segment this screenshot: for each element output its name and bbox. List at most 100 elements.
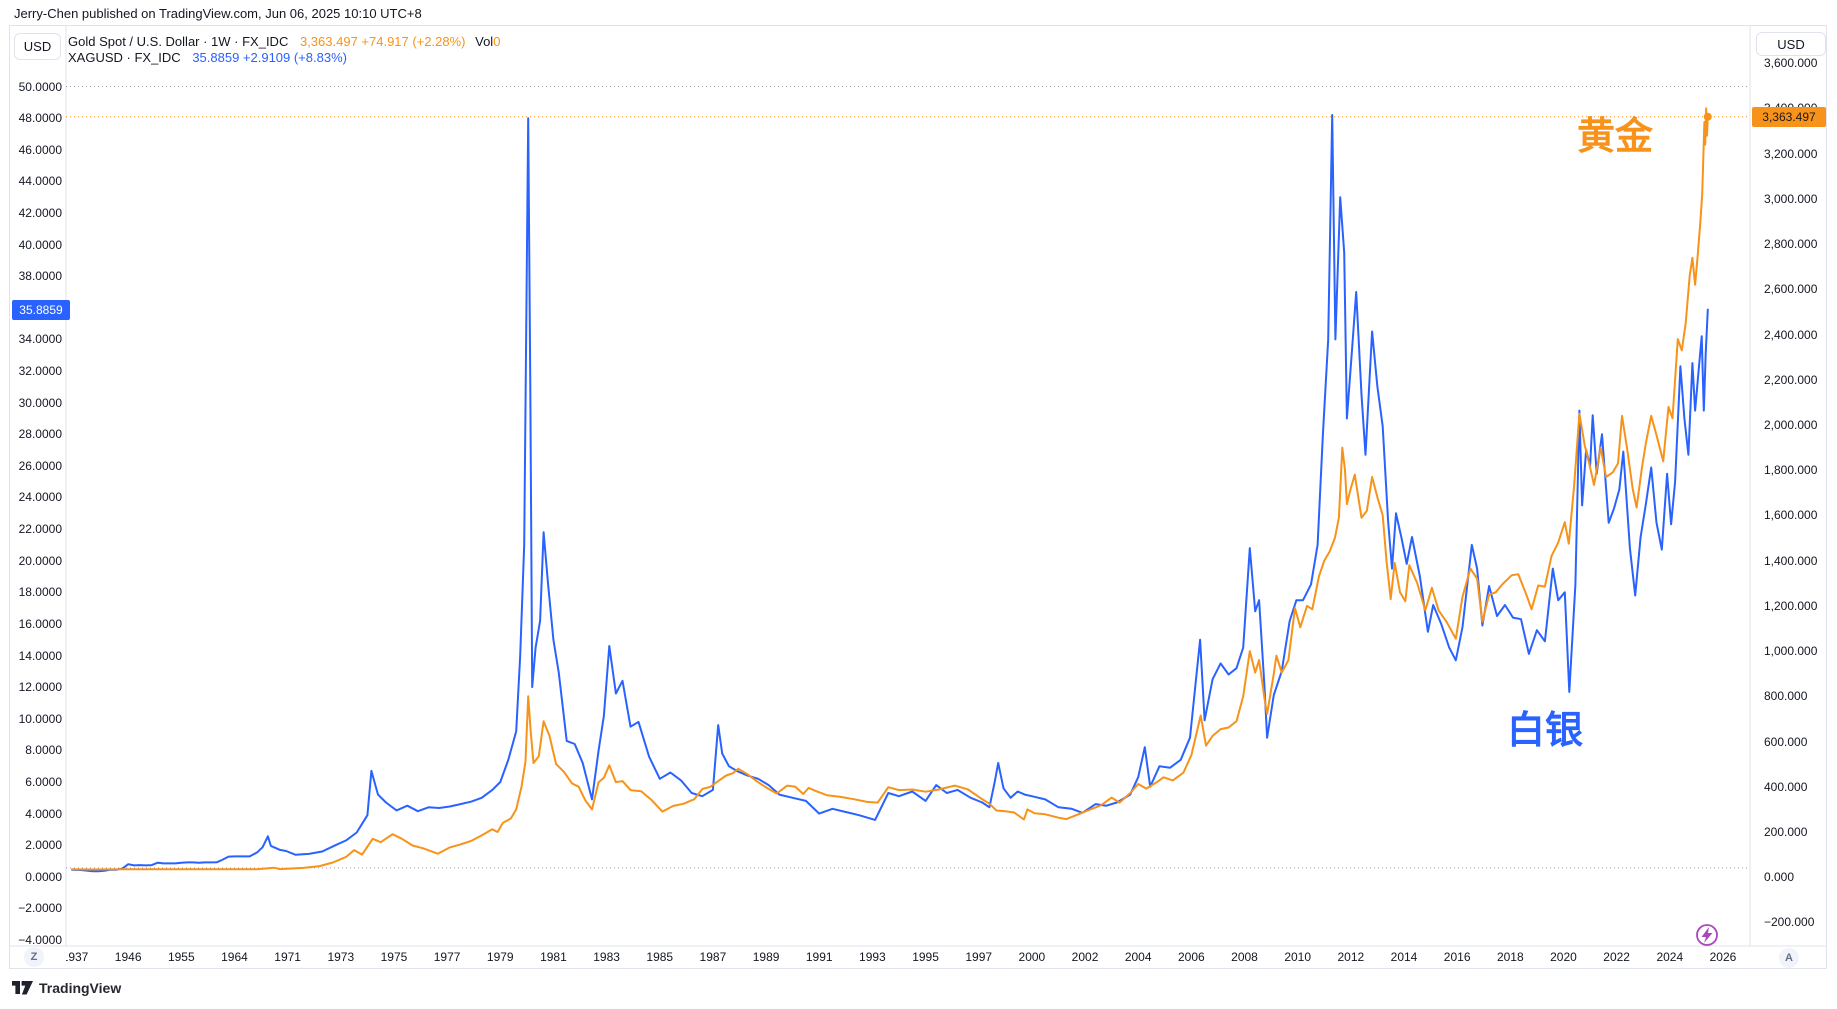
tradingview-logo-text: TradingView xyxy=(39,980,122,996)
time-tick-label: 1985 xyxy=(646,950,674,964)
price-tick-label: 3,600.000 xyxy=(1764,56,1818,71)
price-tick-label: 48.0000 xyxy=(18,111,62,126)
gold-last-point-dot xyxy=(1703,112,1712,121)
price-tick-label: 16.0000 xyxy=(18,616,62,631)
price-tick-label: 8.0000 xyxy=(25,743,62,758)
price-tick-label: 46.0000 xyxy=(18,142,62,157)
price-tick-label: 14.0000 xyxy=(18,648,62,663)
price-tick-label: 600.000 xyxy=(1764,734,1808,749)
time-tick-label: 1971 xyxy=(274,950,301,964)
time-tick-label: 2008 xyxy=(1231,950,1258,964)
time-tick-label: 2022 xyxy=(1603,950,1630,964)
tradingview-logo[interactable]: TradingView xyxy=(12,980,121,996)
price-axis-left[interactable]: 50.0000 48.0000 46.0000 44.0000 42.0000 40.00… xyxy=(0,0,62,1009)
time-tick-label: 2010 xyxy=(1284,950,1312,964)
attribution-text: Jerry-Chen published on TradingView.com,… xyxy=(14,6,422,21)
time-tick-label: 2012 xyxy=(1337,950,1365,964)
price-tick-label: 42.0000 xyxy=(18,205,62,220)
time-tick-label: 2024 xyxy=(1656,950,1684,964)
time-tick-label: 1946 xyxy=(114,950,142,964)
price-axis-right[interactable]: 3,600.0003,400.0003,200.0003,000.0002,80… xyxy=(1764,0,1836,1009)
price-tick-label: 30.0000 xyxy=(18,395,62,410)
tradingview-logo-icon xyxy=(12,981,33,995)
price-tick-label: 2,400.000 xyxy=(1764,327,1818,342)
price-tick-label: 40.0000 xyxy=(18,237,62,252)
price-tick-label: 32.0000 xyxy=(18,364,62,379)
time-tick-label: 2016 xyxy=(1443,950,1471,964)
price-tick-label: 18.0000 xyxy=(18,585,62,600)
price-tick-label: −4.0000 xyxy=(18,933,62,948)
timezone-button[interactable]: Z xyxy=(24,947,44,967)
price-tick-label: 1,200.000 xyxy=(1764,598,1818,613)
auto-scale-button[interactable]: A xyxy=(1779,948,1799,968)
time-tick-label: 1997 xyxy=(965,950,993,964)
right-scale-currency-button[interactable]: USD xyxy=(1756,32,1826,56)
time-tick-label: 1964 xyxy=(221,950,248,964)
time-tick-label: 1979 xyxy=(486,950,514,964)
price-tick-label: 0.0000 xyxy=(25,869,62,884)
price-tick-label: 12.0000 xyxy=(18,680,62,695)
time-tick-label: 1987 xyxy=(699,950,727,964)
price-tick-label: 2,800.000 xyxy=(1764,237,1818,252)
silver-text-annotation[interactable]: 白银 xyxy=(1507,710,1584,752)
time-tick-label: 1993 xyxy=(859,950,886,964)
legend-row-gold[interactable]: Gold Spot / U.S. Dollar · 1W · FX_IDC 3,… xyxy=(68,34,500,50)
price-tick-label: 2,200.000 xyxy=(1764,372,1818,387)
time-tick-label: 2002 xyxy=(1071,950,1099,964)
time-tick-label: 2018 xyxy=(1496,950,1524,964)
time-tick-label: 2004 xyxy=(1124,950,1152,964)
price-tick-label: 34.0000 xyxy=(18,332,62,347)
time-tick-label: 2006 xyxy=(1178,950,1205,964)
silver-last-price-tag: 35.8859 xyxy=(12,299,70,320)
price-tick-label: 28.0000 xyxy=(18,427,62,442)
legend-volume-value: 0 xyxy=(493,34,501,49)
price-tick-label: 0.000 xyxy=(1764,870,1795,885)
price-tick-label: 22.0000 xyxy=(18,522,62,537)
price-tick-label: 38.0000 xyxy=(18,269,62,284)
time-axis[interactable]: 1937 1946 1955 1964 1971 1973 1975 1977 1979 1981… xyxy=(66,946,1750,970)
price-tick-label: 50.0000 xyxy=(18,79,62,94)
price-tick-label: −2.0000 xyxy=(18,901,62,916)
left-scale-currency-button[interactable]: USD xyxy=(14,33,61,60)
chart-frame xyxy=(9,25,1827,969)
price-tick-label: 1,600.000 xyxy=(1764,508,1818,523)
price-tick-label: −200.000 xyxy=(1764,915,1815,930)
price-tick-label: 4.0000 xyxy=(25,806,62,821)
legend: Gold Spot / U.S. Dollar · 1W · FX_IDC 3,… xyxy=(68,34,500,66)
price-tick-label: 400.000 xyxy=(1764,779,1808,794)
time-tick-label: 1955 xyxy=(167,950,195,964)
time-tick-label: 1975 xyxy=(380,950,408,964)
price-tick-label: 2.0000 xyxy=(25,838,62,853)
legend-silver-value: 35.8859 +2.9109 (+8.83%) xyxy=(192,50,347,65)
time-tick-label: 1981 xyxy=(540,950,567,964)
time-tick-label: 2026 xyxy=(1709,950,1737,964)
gold-price-line[interactable] xyxy=(71,107,1709,871)
gold-text-annotation[interactable]: 黄金 xyxy=(1577,116,1654,158)
time-tick-label: 2020 xyxy=(1550,950,1577,964)
time-tick-label: 1937 xyxy=(66,950,89,964)
legend-volume-label: Vol xyxy=(475,34,494,49)
price-tick-label: 20.0000 xyxy=(18,553,62,568)
legend-silver-symbol: XAGUSD · FX_IDC xyxy=(68,50,181,65)
price-tick-label: 44.0000 xyxy=(18,174,62,189)
price-tick-label: 1,800.000 xyxy=(1764,463,1818,478)
legend-gold-value: 3,363.497 +74.917 (+2.28%) xyxy=(299,34,466,49)
time-tick-label: 2000 xyxy=(1018,950,1046,964)
silver-price-line[interactable] xyxy=(71,114,1709,873)
price-tick-label: 2,600.000 xyxy=(1764,282,1818,297)
price-tick-label: 2,000.000 xyxy=(1764,417,1818,432)
price-tick-label: 800.000 xyxy=(1764,689,1808,704)
flash-marker-lightning-icon xyxy=(1701,927,1713,943)
price-tick-label: 3,000.000 xyxy=(1764,191,1818,206)
time-tick-label: 1983 xyxy=(593,950,620,964)
time-tick-label: 1973 xyxy=(327,950,355,964)
legend-gold-symbol: Gold Spot / U.S. Dollar · 1W · FX_IDC xyxy=(68,34,289,49)
price-tick-label: 24.0000 xyxy=(18,490,62,505)
time-tick-label: 1995 xyxy=(912,950,939,964)
price-tick-label: 3,200.000 xyxy=(1764,146,1818,161)
gold-last-price-tag: 3,363.497 xyxy=(1752,106,1826,127)
time-tick-label: 1977 xyxy=(433,950,461,964)
legend-row-silver[interactable]: XAGUSD · FX_IDC 35.8859 +2.9109 (+8.83%) xyxy=(68,50,500,66)
